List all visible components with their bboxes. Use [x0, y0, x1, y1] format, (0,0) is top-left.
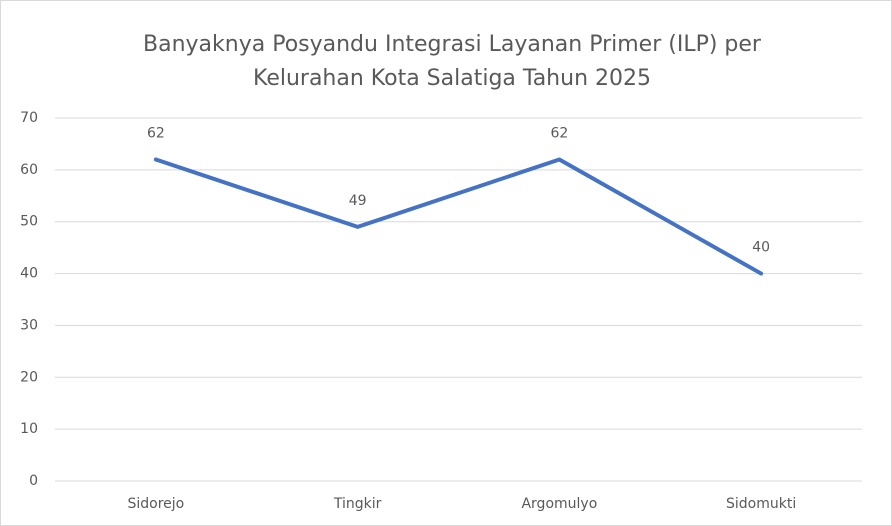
data-label: 62	[550, 125, 568, 141]
y-tick-label: 30	[20, 317, 38, 333]
chart-title: Banyaknya Posyandu Integrasi Layanan Pri…	[143, 32, 762, 57]
chart-title: Kelurahan Kota Salatiga Tahun 2025	[253, 66, 651, 91]
x-tick-label: Argomulyo	[521, 496, 597, 512]
data-label: 62	[147, 125, 165, 141]
x-tick-label: Sidorejo	[128, 496, 185, 512]
data-label: 49	[349, 193, 367, 209]
x-tick-label: Sidomukti	[726, 496, 796, 512]
y-tick-label: 50	[20, 214, 38, 230]
y-tick-label: 60	[20, 162, 38, 178]
y-tick-label: 20	[20, 369, 38, 385]
x-tick-label: Tingkir	[333, 496, 382, 512]
data-label: 40	[752, 240, 770, 256]
y-tick-label: 70	[20, 110, 38, 126]
y-tick-label: 0	[29, 473, 38, 489]
y-tick-label: 10	[20, 421, 38, 437]
y-tick-label: 40	[20, 266, 38, 282]
data-line	[153, 157, 764, 276]
